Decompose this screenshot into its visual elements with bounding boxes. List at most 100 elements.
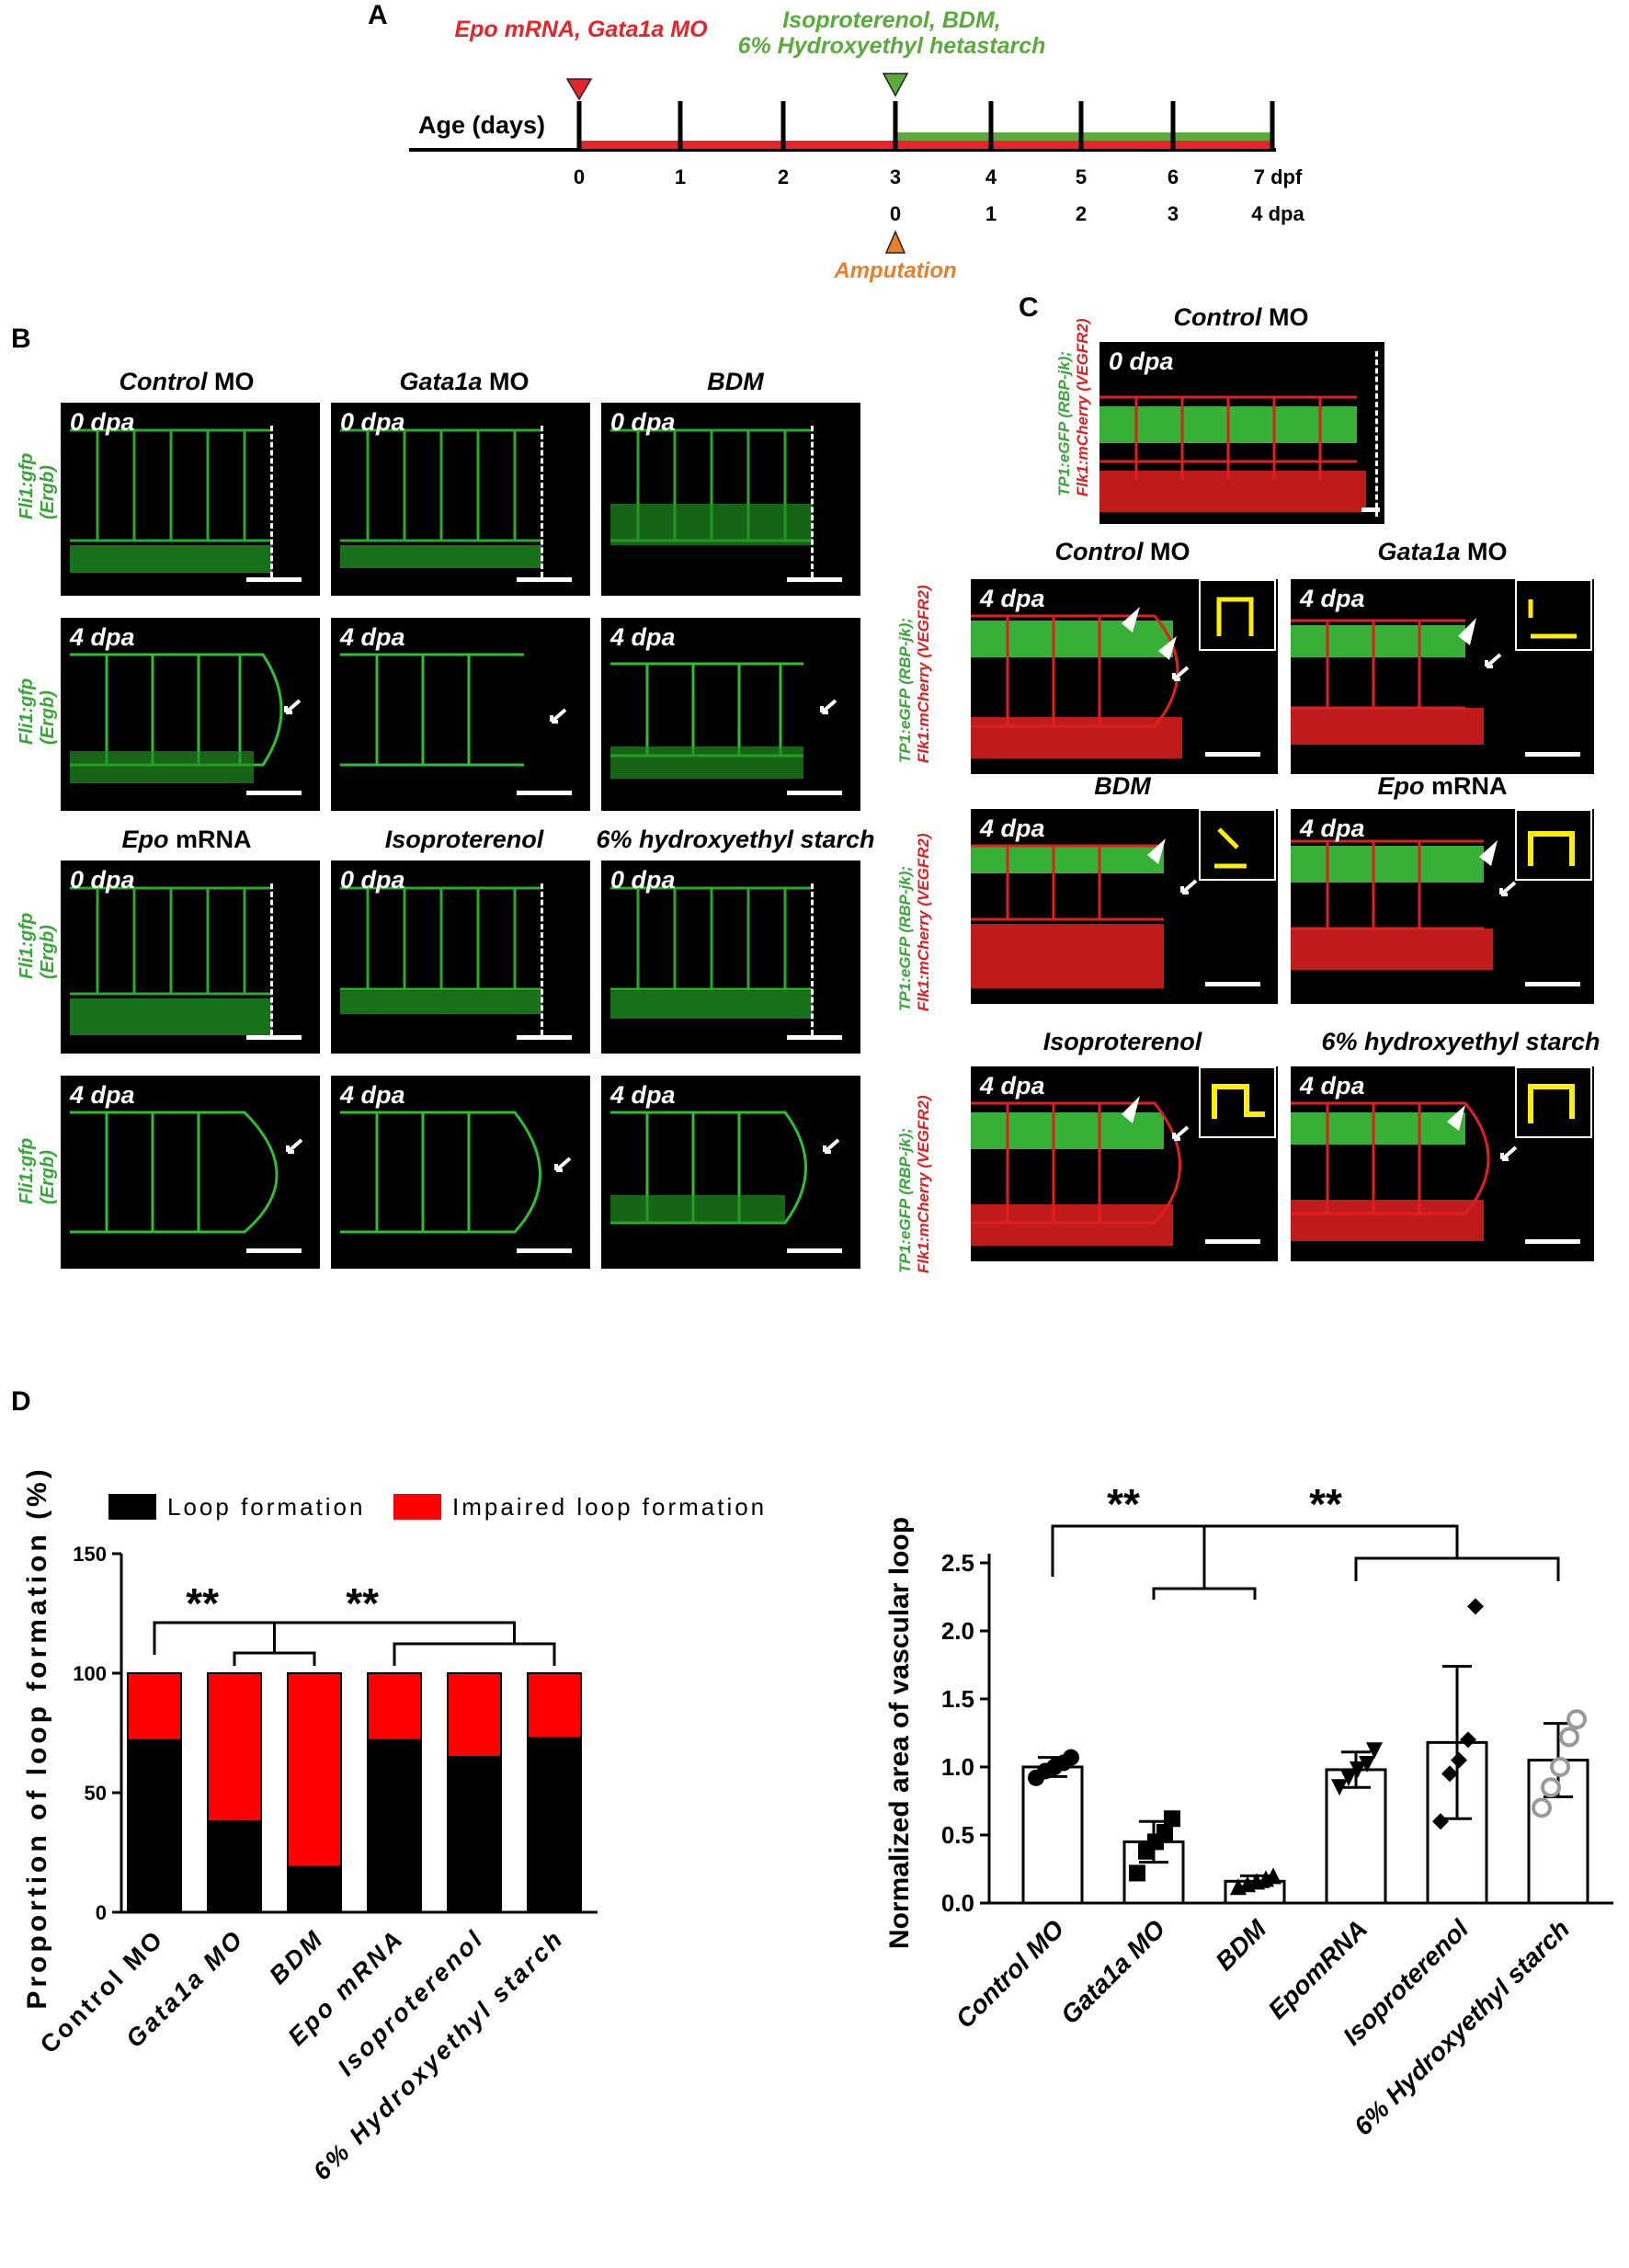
svg-text:7 dpf: 7 dpf: [1254, 165, 1303, 188]
b-title-epo-mrna: Epo mRNA: [121, 826, 252, 853]
b-image-isoproterenol-0dpa: 0 dpa: [331, 860, 590, 1054]
data-point: [1156, 1824, 1173, 1841]
b-title-gata1a-mo: Gata1a MO: [399, 368, 530, 395]
c-ylabel-row2: TP1:eGFP (RBP-jk); Flk1:mCherry (VEGFR2): [896, 833, 932, 1011]
data-point: [1359, 1756, 1375, 1773]
y-tick-label: 1.0: [941, 1753, 974, 1781]
timeline-treatment-green-2: 6% Hydroxyethyl hetastarch: [738, 33, 1046, 59]
inset-loop: [1199, 579, 1276, 651]
data-point: [1460, 1731, 1476, 1749]
inset-loop: [1199, 809, 1276, 881]
b-title-isoproterenol: Isoproterenol: [384, 826, 544, 853]
b-image-hydroxyethyl-4dpa: 4 dpa: [601, 1076, 860, 1269]
y-tick-label: 0.0: [941, 1889, 974, 1917]
b-image-gata1a-4dpa: 4 dpa: [331, 618, 590, 811]
legend-swatch-loop: [108, 1494, 156, 1520]
c-ylabel-row3: TP1:eGFP (RBP-jk); Flk1:mCherry (VEGFR2): [896, 1095, 932, 1273]
b-image-epo-0dpa: 0 dpa: [61, 860, 320, 1054]
c-ylabel-row1: TP1:eGFP (RBP-jk); Flk1:mCherry (VEGFR2): [896, 585, 932, 763]
b-title-bdm: BDM: [707, 368, 764, 395]
significance-label: **: [346, 1579, 379, 1627]
amputation-arrowhead-icon: [884, 230, 906, 254]
inset-loop: [1515, 1066, 1592, 1138]
bar-segment-loop: [527, 1737, 582, 1914]
dpa-label: 4 dpa: [1300, 1072, 1365, 1100]
y-tick-label: 0.5: [941, 1821, 974, 1849]
c-title-control-mo: Control MO: [1054, 538, 1190, 565]
dpa-label: 4 dpa: [340, 623, 405, 651]
c-image-gata1a-4dpa: 4 dpa: [1291, 579, 1594, 774]
data-point: [1532, 1797, 1552, 1818]
significance-label: **: [186, 1579, 219, 1627]
y-tick-label: 2.0: [941, 1617, 974, 1645]
legend-label-impaired: Impaired loop formation: [452, 1493, 767, 1521]
legend-swatch-impaired: [393, 1494, 441, 1520]
x-tick-label: Gata1a MO: [1055, 1914, 1171, 2030]
dpa-label: 4 dpa: [1300, 585, 1365, 612]
bar-segment-impaired: [367, 1672, 422, 1741]
data-point: [1550, 1757, 1570, 1777]
panel-label-b: B: [11, 324, 31, 354]
svg-text:1: 1: [675, 165, 686, 188]
svg-text:0: 0: [574, 165, 585, 188]
data-point: [1350, 1761, 1366, 1778]
dpa-label: 4 dpa: [610, 623, 676, 651]
y-tick-label: 100: [73, 1662, 107, 1685]
svg-text:1: 1: [985, 202, 997, 225]
b-image-epo-4dpa: 4 dpa: [61, 1076, 320, 1269]
b-ylabel-row1: Fli1:gfp (Ergb): [17, 452, 58, 519]
dpa-label: 4 dpa: [980, 1072, 1045, 1100]
panel-label-d: D: [11, 1386, 31, 1417]
significance-bracket: [1051, 1524, 1459, 1577]
bar: [1021, 1765, 1084, 1905]
bar-segment-impaired: [287, 1672, 342, 1868]
c-image-isoproterenol-4dpa: 4 dpa: [971, 1066, 1278, 1261]
inset-loop: [1199, 1066, 1276, 1138]
y-tick-label: 1.5: [941, 1685, 974, 1713]
significance-bracket: [233, 1651, 316, 1666]
c-title-isoproterenol: Isoproterenol: [1042, 1028, 1202, 1055]
x-tick-label: 6% Hydroxyethyl starch: [1349, 1914, 1575, 2140]
inset-loop: [1515, 579, 1592, 651]
c-image-control-0dpa: 0 dpa: [1099, 342, 1384, 524]
b-ylabel-row2: Fli1:gfp (Ergb): [17, 678, 58, 745]
data-point: [1566, 1709, 1587, 1730]
b-image-bdm-4dpa: 4 dpa: [601, 618, 860, 811]
timeline-ticks: [576, 101, 1275, 151]
svg-text:2: 2: [778, 165, 789, 188]
dpa-label: 4 dpa: [70, 1081, 135, 1109]
svg-text:0: 0: [890, 202, 901, 225]
dpa-label: 0 dpa: [1109, 348, 1174, 375]
y-axis-label: Proportion of loop formation (%): [22, 1465, 52, 2009]
dpf-tick-labels: 0 1 2 3 4 5 6 7 dpf: [574, 165, 1303, 188]
b-image-control-4dpa: 4 dpa: [61, 618, 320, 811]
timeline-treatment-green-1: Isoproterenol, BDM,: [782, 7, 1001, 33]
b-title-hydroxyethyl-starch: 6% hydroxyethyl starch: [596, 826, 875, 853]
svg-text:2: 2: [1076, 202, 1087, 225]
bar-segment-impaired: [207, 1672, 262, 1823]
vascular-loop-area-chart: 0.0 0.5 1.0 1.5 2.0 2.5 Normalized area of vas…: [884, 1480, 1613, 2141]
c-ylabel-top: TP1:eGFP (RBP-jk); Flk1:mCherry (VEGFR2): [1055, 318, 1091, 496]
green-treatment-bar: [895, 132, 1272, 141]
bar-segment-loop: [287, 1865, 342, 1914]
data-point: [1451, 1751, 1467, 1769]
significance-bracket: [393, 1642, 556, 1666]
svg-text:6: 6: [1168, 165, 1179, 188]
svg-text:4 dpa: 4 dpa: [1251, 202, 1304, 225]
data-point: [1063, 1749, 1079, 1766]
x-tick-label: BDM: [264, 1924, 329, 1989]
dpa-label: 4 dpa: [980, 585, 1045, 612]
svg-text:3: 3: [890, 165, 901, 188]
legend-label-loop: Loop formation: [167, 1493, 365, 1521]
bar-segment-loop: [367, 1738, 422, 1913]
data-point: [1340, 1769, 1357, 1786]
x-tick-label: BDM: [1210, 1914, 1271, 1976]
bar-segment-loop: [127, 1738, 182, 1913]
b-image-hydroxyethyl-0dpa: 0 dpa: [601, 860, 860, 1054]
c-image-control-4dpa: 4 dpa: [971, 579, 1278, 774]
c-image-hydroxyethyl-4dpa: 4 dpa: [1291, 1066, 1594, 1261]
dpa-label: 4 dpa: [340, 1081, 405, 1109]
green-arrowhead-icon: [882, 73, 909, 97]
b-ylabel-row4: Fli1:gfp (Ergb): [17, 1137, 58, 1204]
dpa-label: 4 dpa: [1300, 815, 1365, 842]
